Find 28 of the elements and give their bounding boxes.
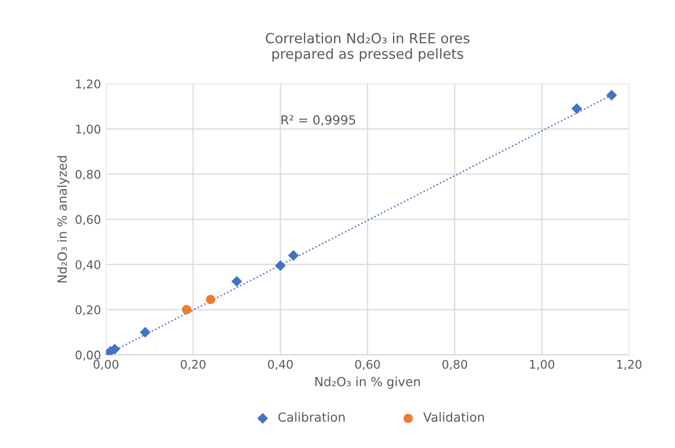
y-axis-title: Nd₂O₃ in % analyzed xyxy=(57,156,70,282)
point xyxy=(182,304,192,314)
point xyxy=(231,276,242,287)
y-tick-label: 0,40 xyxy=(76,260,100,270)
legend-label: Calibration xyxy=(278,412,345,422)
y-tick-label: 1,20 xyxy=(76,80,100,90)
x-tick-label: 0,80 xyxy=(442,360,468,370)
x-axis-title: Nd₂O₃ in % given xyxy=(315,376,420,389)
annotation: R² = 0,9995 xyxy=(282,115,356,126)
y-tick-label: 0,00 xyxy=(76,350,100,361)
y-tick-label: 0,20 xyxy=(76,305,100,316)
x-tick-label: 0,20 xyxy=(180,360,206,370)
point xyxy=(206,294,216,304)
point xyxy=(606,90,618,100)
point xyxy=(274,260,286,271)
x-tick-label: 0,40 xyxy=(268,360,293,370)
x-tick-label: 1,00 xyxy=(530,360,554,370)
legend-label: Validation xyxy=(423,412,484,422)
x-tick-label: 0,60 xyxy=(355,360,380,370)
y-tick-label: 0,80 xyxy=(76,170,100,180)
x-tick-label: 0,00 xyxy=(94,360,118,370)
point xyxy=(140,326,151,338)
point xyxy=(571,103,582,114)
chart-title: Correlation Nd₂O₃ in REE ores prepared as pressed pellets xyxy=(266,32,470,62)
y-tick-label: 0,60 xyxy=(76,215,100,226)
point xyxy=(288,250,299,261)
x-tick-label: 1,20 xyxy=(617,360,642,370)
y-tick-label: 1,00 xyxy=(76,124,100,135)
